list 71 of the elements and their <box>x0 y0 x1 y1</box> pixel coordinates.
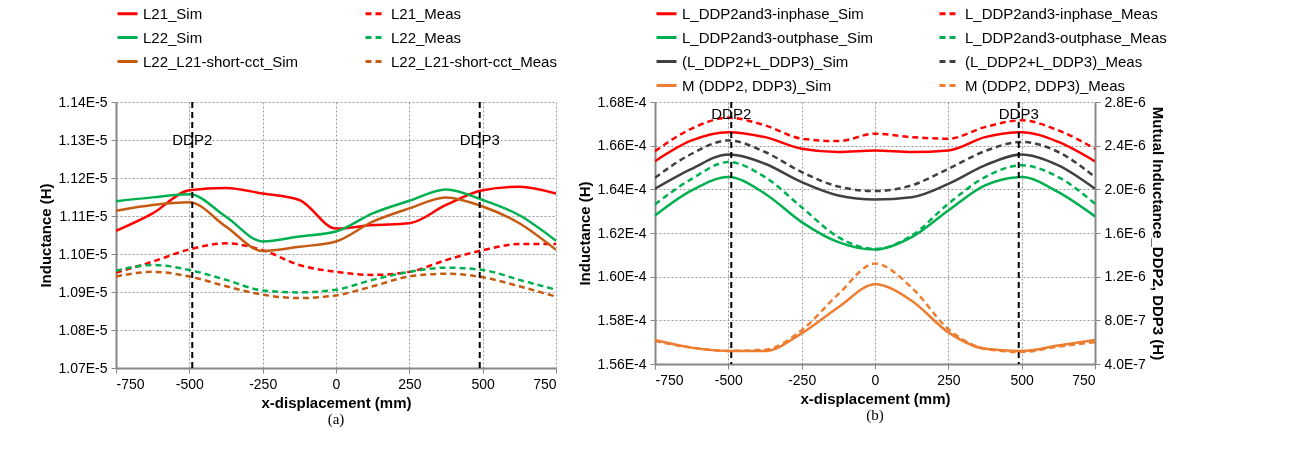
y2-axis-title: Mutual Inductance_DDP2, DDP3 (H) <box>1149 106 1167 361</box>
x-tick-label: -500 <box>175 375 205 392</box>
legend-label: L_DDP2and3-inphase_Meas <box>965 4 1158 22</box>
ref-line-label: DDP2 <box>172 131 213 148</box>
y2-tick-label: 4.0E-7 <box>1104 355 1146 372</box>
y-axis-title: Inductance (H) <box>576 181 594 286</box>
x-tick-label: 0 <box>332 375 341 392</box>
x-tick-label: -250 <box>249 375 278 392</box>
y2-tick-label: 8.0E-7 <box>1104 311 1146 328</box>
x-tick-label: 750 <box>1072 371 1096 388</box>
ref-line-label: DDP2 <box>711 105 752 122</box>
legend-label: M (DDP2, DDP3)_Sim <box>682 76 832 94</box>
x-tick-label: 250 <box>937 371 961 388</box>
legend-label: (L_DDP2+L_DDP3)_Meas <box>965 52 1143 70</box>
y-tick-label: 1.64E-4 <box>597 180 647 197</box>
x-axis-title: x-displacement (mm) <box>800 389 951 407</box>
y-tick-label: 1.14E-5 <box>58 93 108 110</box>
legend-label: L22_Meas <box>391 28 462 46</box>
y2-tick-label: 2.8E-6 <box>1104 93 1146 110</box>
y-tick-label: 1.12E-5 <box>58 169 108 186</box>
legend-label: L_DDP2and3-outphase_Meas <box>965 28 1167 46</box>
y2-tick-label: 2.0E-6 <box>1104 180 1146 197</box>
y2-tick-label: 1.6E-6 <box>1104 224 1146 241</box>
y-tick-label: 1.10E-5 <box>58 245 108 262</box>
line-series <box>116 263 556 294</box>
y-tick-label: 1.56E-4 <box>597 355 647 372</box>
x-tick-label: -750 <box>116 375 145 392</box>
y-tick-label: 1.58E-4 <box>597 311 647 328</box>
legend-label: (L_DDP2+L_DDP3)_Sim <box>682 52 849 70</box>
line-series <box>116 270 556 300</box>
line-series <box>655 153 1095 201</box>
x-tick-label: 750 <box>533 375 557 392</box>
y-tick-label: 1.07E-5 <box>58 359 108 376</box>
x-tick-label: -500 <box>714 371 744 388</box>
x-tick-label: 500 <box>471 375 496 392</box>
text: (a) <box>327 411 345 428</box>
x-tick-label: -250 <box>788 371 817 388</box>
y-tick-label: 1.11E-5 <box>59 207 108 224</box>
line-series <box>655 160 1095 251</box>
legend-label: L_DDP2and3-outphase_Sim <box>682 28 873 46</box>
y-axis-title: Inductance (H) <box>37 183 55 288</box>
y-tick-label: 1.08E-5 <box>58 321 108 338</box>
line-series <box>116 185 556 233</box>
y-tick-label: 1.68E-4 <box>597 93 647 110</box>
x-tick-label: 500 <box>1010 371 1035 388</box>
legend-label: M (DDP2, DDP3)_Meas <box>965 76 1126 94</box>
x-tick-label: 250 <box>398 375 422 392</box>
y-tick-label: 1.13E-5 <box>58 131 108 148</box>
y-tick-label: 1.60E-4 <box>597 268 647 285</box>
ref-line-label: DDP3 <box>459 131 500 148</box>
line-series <box>655 130 1095 163</box>
legend-label: L22_L21-short-cct_Sim <box>143 52 299 70</box>
y2-tick-label: 2.4E-6 <box>1104 137 1146 154</box>
line-series <box>655 139 1095 193</box>
y2-tick-label: 1.2E-6 <box>1104 268 1146 285</box>
y-tick-label: 1.62E-4 <box>597 224 647 241</box>
legend-label: L21_Meas <box>391 4 462 22</box>
x-axis-title: x-displacement (mm) <box>261 393 412 411</box>
legend-label: L22_L21-short-cct_Meas <box>391 52 557 70</box>
line-series <box>116 196 556 253</box>
line-series <box>116 188 556 243</box>
legend-label: L21_Sim <box>143 4 203 22</box>
legend-label: L22_Sim <box>143 28 203 46</box>
x-tick-label: 0 <box>871 371 880 388</box>
ref-line-label: DDP3 <box>998 105 1039 122</box>
y-tick-label: 1.66E-4 <box>597 137 647 154</box>
line-series <box>116 242 556 277</box>
text: (b) <box>866 407 884 424</box>
legend-label: L_DDP2and3-inphase_Sim <box>682 4 864 22</box>
x-tick-label: -750 <box>655 371 684 388</box>
y-tick-label: 1.09E-5 <box>58 283 108 300</box>
